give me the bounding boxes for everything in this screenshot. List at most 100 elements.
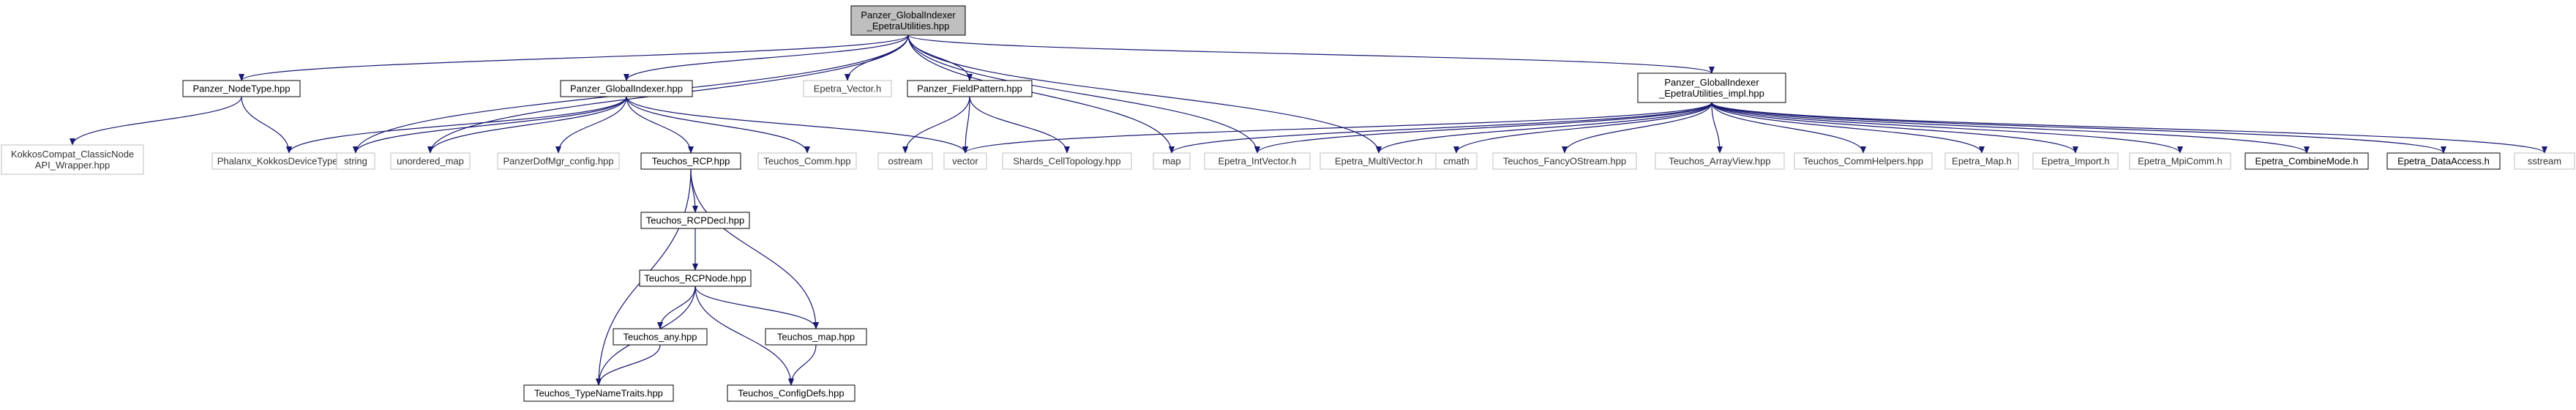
node-ostream: ostream	[877, 152, 933, 170]
node-box-unordered_map	[390, 152, 471, 170]
node-label-comm-0: Teuchos_Comm.hpp	[763, 156, 850, 167]
edge-impl-to-arrayview	[1711, 102, 1723, 154]
edge-rcpnode-to-any	[657, 286, 696, 329]
node-box-shards	[1002, 152, 1132, 170]
node-phalanx: Phalanx_KokkosDeviceTypes.hpp	[211, 152, 367, 170]
node-arrayview: Teuchos_ArrayView.hpp	[1655, 152, 1785, 170]
edge-impl-to-epetra_map	[1711, 102, 1985, 154]
node-box-any	[613, 328, 708, 346]
edge-impl-to-map	[1169, 102, 1712, 154]
node-box-map	[1153, 152, 1191, 170]
node-box-rcpnode	[639, 269, 752, 287]
node-nodetype[interactable]: Panzer_NodeType.hpp	[182, 80, 301, 97]
edge-globalindexer-to-string	[353, 96, 627, 154]
node-box-epetra_vector	[803, 80, 892, 97]
node-label-root-0: Panzer_GlobalIndexer	[861, 10, 956, 20]
node-dofmgr: PanzerDofMgr_config.hpp	[497, 152, 620, 170]
edge-fieldpattern-to-vector	[962, 96, 970, 154]
node-box-rcpdecl	[640, 212, 750, 229]
edge-fieldpattern-to-shards	[969, 96, 1070, 154]
node-box-epetra_map	[1944, 152, 2019, 170]
edge-fieldpattern-to-ostream	[902, 96, 970, 154]
node-box-comm	[757, 152, 857, 170]
edge-root-to-multivector	[907, 34, 1382, 154]
node-box-string	[336, 152, 375, 170]
node-label-multivector-0: Epetra_MultiVector.h	[1335, 156, 1423, 167]
edge-globalindexer-to-unordered_map	[427, 96, 627, 154]
node-box-arrayview	[1655, 152, 1785, 170]
edge-impl-to-sstream	[1711, 102, 2547, 154]
node-label-epetra_import-0: Epetra_Import.h	[2041, 156, 2109, 167]
node-label-phalanx-0: Phalanx_KokkosDeviceTypes.hpp	[217, 156, 362, 167]
node-label-fieldpattern-0: Panzer_FieldPattern.hpp	[917, 83, 1022, 94]
node-fancyostream: Teuchos_FancyOStream.hpp	[1492, 152, 1637, 170]
node-label-epetra_vector-0: Epetra_Vector.h	[814, 83, 882, 94]
node-label-cmath-0: cmath	[1443, 156, 1469, 167]
node-label-combinemode-0: Epetra_CombineMode.h	[2255, 156, 2359, 167]
edge-impl-to-commhelpers	[1711, 102, 1866, 154]
node-label-vector-0: vector	[952, 156, 978, 167]
node-configdefs[interactable]: Teuchos_ConfigDefs.hpp	[727, 384, 855, 402]
edge-root-to-map	[907, 34, 1175, 154]
node-root[interactable]: Panzer_GlobalIndexer_EpetraUtilities.hpp	[850, 5, 966, 36]
node-globalindexer[interactable]: Panzer_GlobalIndexer.hpp	[560, 80, 693, 97]
node-rcp[interactable]: Teuchos_RCP.hpp	[640, 152, 741, 170]
node-box-fieldpattern	[907, 80, 1033, 97]
edge-root-to-nodetype	[239, 34, 909, 81]
edge-globalindexer-to-dofmgr	[555, 96, 627, 154]
edge-impl-to-combinemode	[1711, 102, 2310, 154]
edge-tmap-to-configdefs	[788, 344, 817, 386]
edge-impl-to-mpicomm	[1711, 102, 2183, 154]
node-label-fancyostream-0: Teuchos_FancyOStream.hpp	[1503, 156, 1626, 167]
node-any[interactable]: Teuchos_any.hpp	[613, 328, 708, 346]
node-box-configdefs	[727, 384, 855, 402]
node-label-rcp-0: Teuchos_RCP.hpp	[652, 156, 730, 167]
node-box-vector	[943, 152, 987, 170]
node-tmap[interactable]: Teuchos_map.hpp	[765, 328, 867, 346]
node-box-globalindexer	[560, 80, 693, 97]
edge-globalindexer-to-comm	[626, 96, 810, 154]
node-box-mpicomm	[2129, 152, 2231, 170]
edge-globalindexer-to-vector	[626, 96, 968, 154]
node-fieldpattern[interactable]: Panzer_FieldPattern.hpp	[907, 80, 1033, 97]
node-dataaccess[interactable]: Epetra_DataAccess.h	[2386, 152, 2501, 170]
node-box-intvector	[1204, 152, 1311, 170]
edge-rcp-to-tmap	[690, 168, 819, 329]
node-label-mpicomm-0: Epetra_MpiComm.h	[2138, 156, 2223, 167]
edge-impl-to-fancyostream	[1562, 102, 1712, 154]
node-label-configdefs-0: Teuchos_ConfigDefs.hpp	[738, 388, 844, 399]
node-combinemode[interactable]: Epetra_CombineMode.h	[2244, 152, 2369, 170]
edge-root-to-globalindexer	[624, 34, 909, 81]
node-rcpnode[interactable]: Teuchos_RCPNode.hpp	[639, 269, 752, 287]
node-label-rcpnode-0: Teuchos_RCPNode.hpp	[644, 273, 746, 284]
edge-impl-to-dataaccess	[1711, 102, 2446, 154]
edge-impl-to-intvector	[1254, 102, 1712, 154]
node-label-tmap-0: Teuchos_map.hpp	[777, 332, 855, 343]
node-label-unordered_map-0: unordered_map	[397, 156, 464, 167]
node-box-typenametraits	[523, 384, 674, 402]
node-label-map-0: map	[1162, 156, 1180, 167]
node-label-dataaccess-0: Epetra_DataAccess.h	[2397, 156, 2490, 167]
node-impl[interactable]: Panzer_GlobalIndexer_EpetraUtilities_imp…	[1637, 72, 1786, 103]
node-box-dofmgr	[497, 152, 620, 170]
edge-root-to-impl	[907, 34, 1715, 74]
node-label-impl-1: _EpetraUtilities_impl.hpp	[1658, 88, 1764, 99]
node-epetra_import: Epetra_Import.h	[2032, 152, 2119, 170]
node-multivector: Epetra_MultiVector.h	[1319, 152, 1438, 170]
edge-globalindexer-to-rcp	[626, 96, 694, 154]
node-intvector: Epetra_IntVector.h	[1204, 152, 1311, 170]
node-box-fancyostream	[1492, 152, 1637, 170]
node-label-string-0: string	[344, 156, 367, 167]
node-rcpdecl[interactable]: Teuchos_RCPDecl.hpp	[640, 212, 750, 229]
node-label-any-0: Teuchos_any.hpp	[624, 332, 697, 343]
node-vector: vector	[943, 152, 987, 170]
node-box-rcp	[640, 152, 741, 170]
node-unordered_map: unordered_map	[390, 152, 471, 170]
node-box-epetra_import	[2032, 152, 2119, 170]
node-box-ostream	[877, 152, 933, 170]
node-box-commhelpers	[1794, 152, 1933, 170]
node-typenametraits[interactable]: Teuchos_TypeNameTraits.hpp	[523, 384, 674, 402]
node-label-arrayview-0: Teuchos_ArrayView.hpp	[1669, 156, 1770, 167]
